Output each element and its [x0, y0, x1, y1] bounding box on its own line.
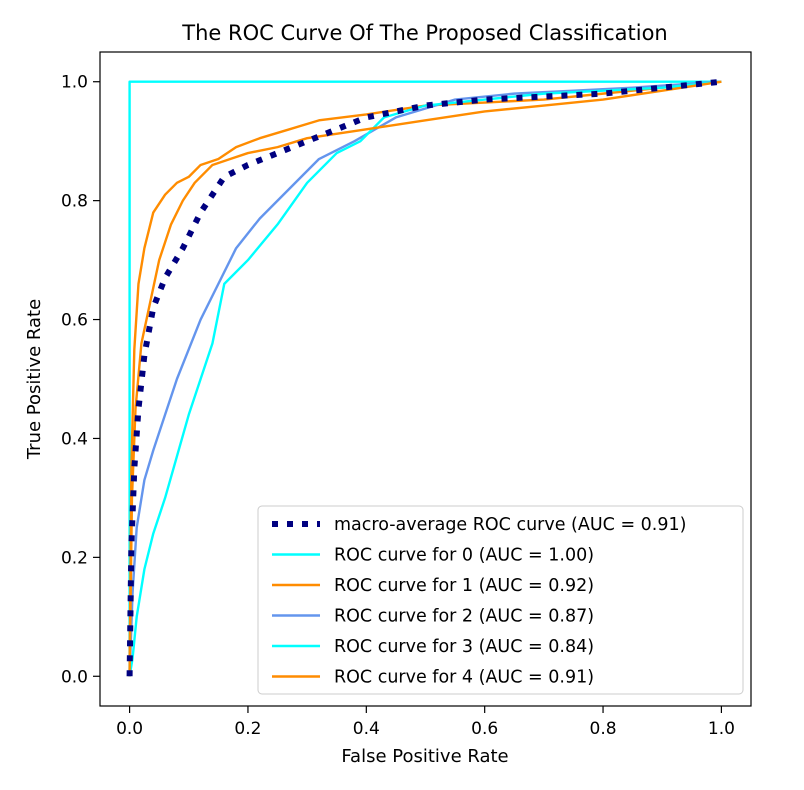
- y-tick-label: 0.0: [61, 667, 88, 687]
- plot-frame: [99, 51, 752, 707]
- roc-series-line-0: [126, 78, 722, 677]
- y-axis-ticks: 0.0 0.2 0.4 0.6 0.8 1.0: [61, 73, 100, 687]
- x-tick-label: 0.6: [471, 719, 498, 739]
- x-tick-label: 0.8: [590, 719, 617, 739]
- legend-label-1: ROC curve for 0 (AUC = 1.00): [334, 546, 594, 566]
- roc-series-line-2: [128, 80, 722, 677]
- x-axis-label: False Positive Rate: [341, 746, 508, 767]
- y-tick-label: 0.6: [61, 311, 88, 331]
- roc-series-line-1: [128, 80, 722, 677]
- legend-box: [257, 505, 744, 695]
- x-tick-label: 0.0: [116, 719, 143, 739]
- x-tick-label: 1.0: [708, 719, 735, 739]
- y-tick-label: 0.4: [61, 429, 88, 449]
- x-tick-label: 0.2: [234, 719, 261, 739]
- legend-label-0: macro-average ROC curve (AUC = 0.91): [334, 515, 686, 535]
- y-tick-label: 1.0: [61, 73, 88, 93]
- legend-label-2: ROC curve for 1 (AUC = 0.92): [334, 576, 594, 596]
- legend-label-4: ROC curve for 3 (AUC = 0.84): [334, 637, 594, 657]
- legend-items: macro-average ROC curve (AUC = 0.91) ROC …: [272, 515, 686, 688]
- y-axis-label: True Positive Rate: [24, 299, 45, 460]
- y-tick-label: 0.2: [61, 548, 88, 568]
- legend: macro-average ROC curve (AUC = 0.91) ROC …: [257, 505, 744, 695]
- roc-series-line-5: [128, 80, 722, 677]
- legend-label-5: ROC curve for 4 (AUC = 0.91): [334, 668, 594, 688]
- x-axis-ticks: 0.0 0.2 0.4 0.6 0.8 1.0: [116, 706, 735, 739]
- legend-label-3: ROC curve for 2 (AUC = 0.87): [334, 607, 594, 627]
- series-layer: [126, 78, 722, 677]
- x-tick-label: 0.4: [353, 719, 380, 739]
- roc-series-line-3: [128, 80, 722, 677]
- y-tick-label: 0.8: [61, 192, 88, 212]
- chart-title: The ROC Curve Of The Proposed Classifica…: [181, 21, 667, 45]
